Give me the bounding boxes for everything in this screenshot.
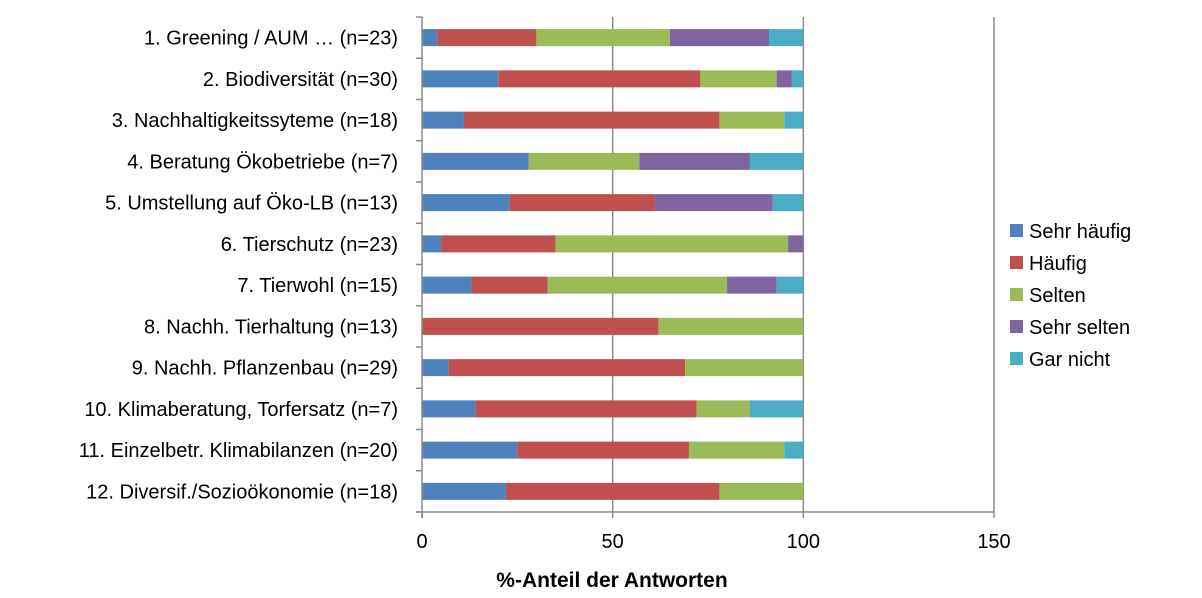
bar-segment: [749, 400, 804, 418]
bar-segment: [422, 235, 442, 253]
x-tick-label: 150: [977, 531, 1010, 553]
legend-swatch: [1010, 224, 1023, 237]
bar-segment: [422, 194, 510, 212]
bar-segment: [658, 317, 804, 335]
bar-segment: [437, 29, 537, 47]
legend-label: Häufig: [1029, 253, 1087, 275]
bar-segment: [528, 152, 640, 170]
legend-swatch: [1010, 352, 1023, 365]
bar-segment: [719, 482, 804, 500]
bar-segment: [788, 235, 804, 253]
x-tick-label: 50: [602, 531, 624, 553]
bar-segment: [547, 276, 728, 294]
bar-segment: [784, 111, 804, 129]
bar-segment: [422, 441, 518, 459]
category-label: 8. Nachh. Tierhaltung (n=13): [144, 316, 398, 338]
legend-swatch: [1010, 320, 1023, 333]
legend-label: Selten: [1029, 285, 1086, 307]
bar-segment: [422, 70, 499, 88]
bar-segment: [441, 235, 556, 253]
category-labels: 1. Greening / AUM … (n=23) 2. Biodiversit…: [79, 28, 398, 504]
bar-segment: [776, 70, 792, 88]
category-label: 6. Tierschutz (n=23): [221, 234, 398, 256]
legend: Sehr häufig Häufig Selten Sehr selten Gar ni…: [1010, 221, 1131, 371]
bar-segment: [749, 152, 804, 170]
bar-segment: [422, 111, 464, 129]
bar-segment: [422, 152, 529, 170]
category-label: 10. Klimaberatung, Torfersatz (n=7): [84, 399, 398, 421]
bar-segment: [422, 482, 506, 500]
bar-segment: [669, 29, 770, 47]
category-label: 4. Beratung Ökobetriebe (n=7): [127, 151, 398, 173]
bar-segment: [422, 317, 659, 335]
bar-segment: [769, 29, 804, 47]
bar-segment: [475, 400, 697, 418]
axes: [416, 16, 995, 518]
x-axis-title: %-Anteil der Antworten: [496, 569, 727, 592]
bar-segment: [772, 194, 804, 212]
bar-segment: [791, 70, 804, 88]
bar-segment: [685, 359, 804, 377]
legend-label: Gar nicht: [1029, 349, 1111, 371]
category-label: 12. Diversif./Sozioökonomie (n=18): [86, 481, 398, 503]
legend-label: Sehr selten: [1029, 317, 1130, 339]
bar-segment: [505, 482, 720, 500]
category-label: 2. Biodiversität (n=30): [203, 69, 398, 91]
bar-segment: [727, 276, 777, 294]
category-label: 7. Tierwohl (n=15): [237, 275, 398, 297]
category-label: 5. Umstellung auf Öko-LB (n=13): [105, 193, 398, 215]
x-tick-label: 100: [787, 531, 820, 553]
bar-segment: [696, 400, 750, 418]
bar-segment: [471, 276, 548, 294]
category-label: 1. Greening / AUM … (n=23): [144, 28, 398, 50]
bar-segment: [555, 235, 789, 253]
bar-segment: [654, 194, 773, 212]
bar-segment: [688, 441, 785, 459]
bar-segment: [422, 276, 472, 294]
bar-segment: [700, 70, 777, 88]
bar-segment: [639, 152, 750, 170]
legend-swatch: [1010, 288, 1023, 301]
bar-segment: [422, 29, 438, 47]
bar-segment: [509, 194, 655, 212]
category-label: 11. Einzelbetr. Klimabilanzen (n=20): [79, 440, 398, 462]
bar-segment: [498, 70, 701, 88]
x-tick-label: 0: [416, 531, 427, 553]
bar-segment: [422, 400, 476, 418]
category-label: 9. Nachh. Pflanzenbau (n=29): [132, 358, 398, 380]
bar-segment: [776, 276, 804, 294]
category-label: 3. Nachhaltigkeitssyteme (n=18): [112, 110, 398, 132]
bar-segment: [536, 29, 670, 47]
legend-swatch: [1010, 256, 1023, 269]
bar-segment: [463, 111, 720, 129]
bar-segment: [517, 441, 689, 459]
bar-segment: [719, 111, 785, 129]
bar-segment: [784, 441, 804, 459]
bar-segment: [448, 359, 686, 377]
bars: [422, 29, 804, 500]
bar-segment: [422, 359, 449, 377]
x-tick-labels: 0 50 100 150: [416, 531, 1010, 553]
gridlines: [611, 17, 995, 512]
legend-label: Sehr häufig: [1029, 221, 1131, 243]
